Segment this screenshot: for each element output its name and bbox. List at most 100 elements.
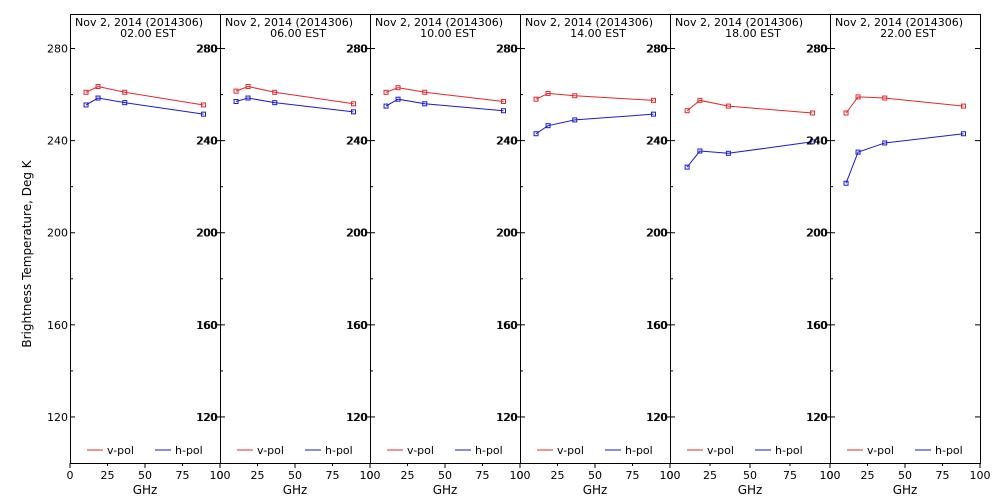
x-tick-label: 75 xyxy=(476,469,490,482)
data-point-h-pol xyxy=(961,131,966,137)
data-point-v-pol xyxy=(572,93,578,99)
data-point-v-pol xyxy=(383,89,389,95)
y-tick-label: 240 xyxy=(806,135,827,148)
x-tick-label: 0 xyxy=(217,469,224,482)
y-tick-label: 200 xyxy=(497,227,518,240)
x-tick-label: 25 xyxy=(551,469,565,482)
data-point-v-pol xyxy=(725,103,731,109)
y-tick-label: 120 xyxy=(646,411,667,424)
y-tick-label: 160 xyxy=(347,319,368,332)
data-point-v-pol xyxy=(697,97,703,103)
panel-frame xyxy=(830,14,981,464)
x-tick-label: 75 xyxy=(783,469,797,482)
x-tick-label: 50 xyxy=(743,469,757,482)
series-line-h-pol xyxy=(385,98,504,112)
data-point-v-pol xyxy=(961,103,966,109)
y-tick-label: 200 xyxy=(197,227,218,240)
data-point-h-pol xyxy=(684,164,690,170)
x-tick-label: 100 xyxy=(360,469,381,482)
y-tick-label: 120 xyxy=(346,411,367,424)
panel-title-date: Nov 2, 2014 (2014306) xyxy=(835,16,963,29)
x-tick-label: 0 xyxy=(367,469,374,482)
data-point-v-pol xyxy=(545,90,551,96)
y-tick-label: 120 xyxy=(806,411,827,424)
y-axis-label: Brightness Temperature, Deg K xyxy=(20,159,34,347)
legend-label-h-pol: h-pol xyxy=(325,444,353,457)
data-point-h-pol xyxy=(572,117,578,123)
data-point-h-pol xyxy=(95,95,101,101)
x-tick-label: 25 xyxy=(401,469,415,482)
y-tick-label: 280 xyxy=(647,43,668,56)
panel-title-time: 18.00 EST xyxy=(725,27,781,40)
x-tick-label: 50 xyxy=(898,469,912,482)
x-tick-label: 100 xyxy=(970,469,991,482)
data-point-v-pol xyxy=(855,94,861,100)
y-tick-label: 280 xyxy=(47,43,68,56)
series-line-v-pol xyxy=(385,87,504,102)
data-point-h-pol xyxy=(383,103,389,109)
y-tick-label: 280 xyxy=(806,43,827,56)
x-axis-label: GHz xyxy=(283,483,308,497)
panel-title-time: 06.00 EST xyxy=(270,27,326,40)
panel-title-date: Nov 2, 2014 (2014306) xyxy=(525,16,653,29)
y-tick-label: 280 xyxy=(807,43,828,56)
data-point-v-pol xyxy=(809,110,815,116)
x-tick-label: 75 xyxy=(626,469,640,482)
panel-4: Nov 2, 2014 (2014306)14.00 EST 120 160 200 2… xyxy=(496,14,681,497)
y-tick-label: 120 xyxy=(647,411,668,424)
x-tick-label: 75 xyxy=(936,469,950,482)
panel-6: Nov 2, 2014 (2014306)22.00 EST 120 160 200 2… xyxy=(806,14,991,497)
y-tick-label: 240 xyxy=(807,135,828,148)
x-tick-label: 100 xyxy=(660,469,681,482)
panel-title-time: 22.00 EST xyxy=(880,27,936,40)
y-tick-label: 200 xyxy=(647,227,668,240)
data-point-h-pol xyxy=(395,96,401,102)
x-tick-label: 25 xyxy=(861,469,875,482)
series-line-h-pol xyxy=(686,141,813,168)
series-line-h-pol xyxy=(235,97,354,113)
series-line-v-pol xyxy=(845,96,964,114)
y-tick-label: 200 xyxy=(196,227,217,240)
x-tick-label: 100 xyxy=(820,469,841,482)
y-tick-label: 200 xyxy=(806,227,827,240)
legend-label-v-pol: v-pol xyxy=(107,444,134,457)
data-point-h-pol xyxy=(725,150,731,156)
data-point-h-pol xyxy=(351,109,356,115)
x-tick-label: 100 xyxy=(510,469,531,482)
legend-label-h-pol: h-pol xyxy=(475,444,503,457)
y-tick-label: 160 xyxy=(496,319,517,332)
y-tick-label: 240 xyxy=(496,135,517,148)
series-line-h-pol xyxy=(535,113,654,135)
y-tick-label: 160 xyxy=(647,319,668,332)
y-tick-label: 240 xyxy=(196,135,217,148)
legend-label-h-pol: h-pol xyxy=(175,444,203,457)
data-point-h-pol xyxy=(651,111,656,117)
x-axis-label: GHz xyxy=(433,483,458,497)
series-line-h-pol xyxy=(845,133,964,184)
y-tick-label: 240 xyxy=(647,135,668,148)
data-point-h-pol xyxy=(245,95,251,101)
x-tick-label: 0 xyxy=(667,469,674,482)
y-tick-label: 200 xyxy=(646,227,667,240)
data-point-v-pol xyxy=(501,98,506,104)
x-tick-label: 0 xyxy=(827,469,834,482)
data-point-h-pol xyxy=(122,100,128,106)
data-point-v-pol xyxy=(95,84,101,90)
data-point-v-pol xyxy=(651,97,656,103)
data-point-h-pol xyxy=(697,148,703,154)
x-tick-label: 25 xyxy=(101,469,115,482)
panel-title-time: 02.00 EST xyxy=(120,27,176,40)
data-point-h-pol xyxy=(809,139,815,145)
y-tick-label: 120 xyxy=(496,411,517,424)
y-tick-label: 160 xyxy=(806,319,827,332)
data-point-h-pol xyxy=(545,123,551,129)
panel-title-date: Nov 2, 2014 (2014306) xyxy=(225,16,353,29)
x-axis-label: GHz xyxy=(583,483,608,497)
data-point-v-pol xyxy=(395,85,401,91)
y-tick-label: 280 xyxy=(347,43,368,56)
series-line-v-pol xyxy=(235,86,354,105)
data-point-h-pol xyxy=(843,180,849,186)
legend-label-v-pol: v-pol xyxy=(867,444,894,457)
